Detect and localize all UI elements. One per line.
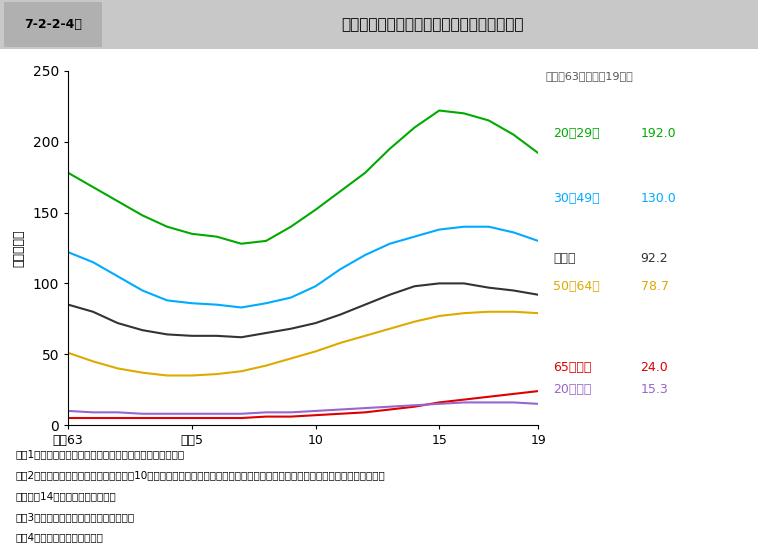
Text: （昭和63年〜平成19年）: （昭和63年〜平成19年） (546, 71, 634, 81)
Text: 92.2: 92.2 (641, 252, 668, 265)
Text: 一般刑法犯起訴人員の年齢層別人口比の推移: 一般刑法犯起訴人員の年齢層別人口比の推移 (341, 17, 523, 32)
Text: 15.3: 15.3 (641, 383, 669, 396)
FancyBboxPatch shape (0, 0, 758, 49)
Y-axis label: （人口比）: （人口比） (13, 229, 26, 267)
Text: 50〜64歳: 50〜64歳 (553, 280, 600, 293)
Text: 24.0: 24.0 (641, 361, 669, 374)
Text: 2　「人口比」とは，当該年齢層人口10万人当たりの起訴人員の比率をいう。ただし，総数の人口比の算出に用いた人口は，: 2 「人口比」とは，当該年齢層人口10万人当たりの起訴人員の比率をいう。ただし，… (15, 470, 385, 480)
Text: 4　犯行時の年齢による。: 4 犯行時の年齢による。 (15, 532, 103, 542)
Text: 総　数: 総 数 (553, 252, 576, 265)
Text: 130.0: 130.0 (641, 192, 676, 205)
Text: 78.7: 78.7 (641, 280, 669, 293)
Text: 3　被疑者が法人である事件を除く。: 3 被疑者が法人である事件を除く。 (15, 512, 134, 522)
Text: 20歳未満: 20歳未満 (553, 383, 592, 396)
Text: 14歳以上の人口である。: 14歳以上の人口である。 (15, 491, 116, 501)
Text: 注　1　検察統計年報及び総務省統計局の人口資料による。: 注 1 検察統計年報及び総務省統計局の人口資料による。 (15, 450, 184, 459)
Text: 65歳以上: 65歳以上 (553, 361, 592, 374)
Text: 30〜49歳: 30〜49歳 (553, 192, 600, 205)
Text: 20〜29歳: 20〜29歳 (553, 127, 600, 140)
Text: 7-2-2-4図: 7-2-2-4図 (24, 18, 82, 31)
Text: 192.0: 192.0 (641, 127, 676, 140)
FancyBboxPatch shape (4, 2, 102, 47)
